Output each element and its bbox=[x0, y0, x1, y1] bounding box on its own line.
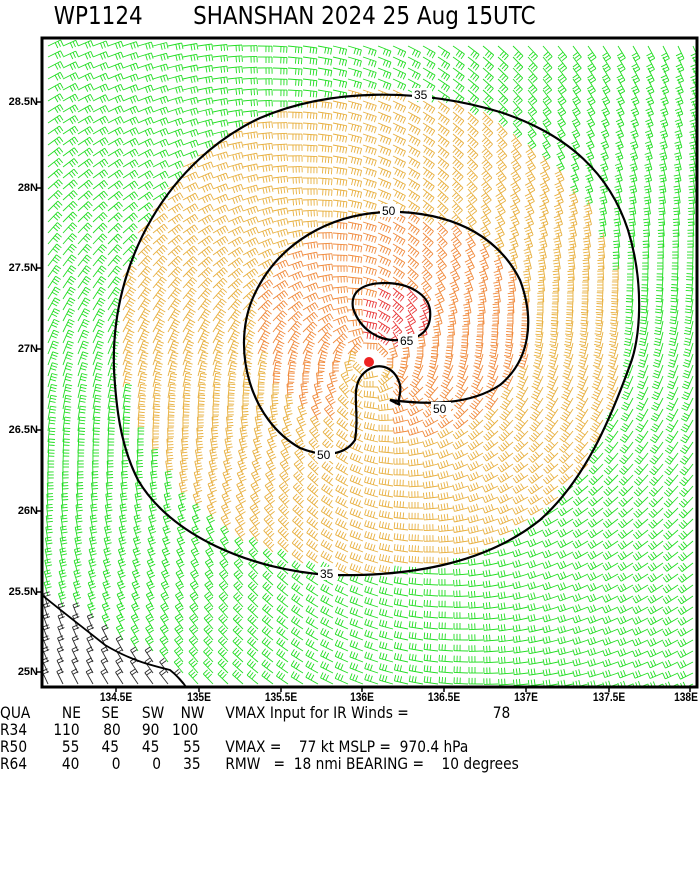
y-tick-label: 26N bbox=[0, 505, 38, 517]
y-tick-label: 28.5N bbox=[0, 96, 38, 108]
contour-50 bbox=[244, 212, 528, 454]
label-50-north: 50 bbox=[382, 204, 396, 218]
x-tick-label: 137.5E bbox=[593, 690, 625, 704]
y-tick-label: 27N bbox=[0, 343, 38, 355]
wind-field-plot: 35 35 50 50 50 65 bbox=[0, 0, 699, 700]
y-tick-label: 25N bbox=[0, 666, 38, 678]
label-35-south: 35 bbox=[320, 567, 334, 581]
y-tick-label: 25.5N bbox=[0, 586, 38, 598]
x-tick-label: 138E bbox=[674, 690, 698, 704]
contour-labels: 35 35 50 50 50 65 bbox=[315, 88, 451, 581]
stats-header-row: QUA NE SE SW NW VMAX Input for IR Winds … bbox=[0, 704, 17, 721]
x-tick-label: 136E bbox=[350, 690, 374, 704]
label-50-southwest: 50 bbox=[317, 448, 331, 462]
stats-r50-row: R50 55 45 45 55 VMAX = 77 kt MSLP = 970.… bbox=[0, 738, 17, 755]
x-tick-label: 134.5E bbox=[100, 690, 132, 704]
x-tick-label: 136.5E bbox=[428, 690, 460, 704]
storm-center-marker bbox=[364, 357, 374, 367]
y-tick-label: 27.5N bbox=[0, 262, 38, 274]
label-65: 65 bbox=[400, 334, 414, 348]
contour-65 bbox=[353, 283, 431, 340]
stats-r34-row: R34 110 80 90 100 bbox=[0, 721, 17, 738]
y-tick-label: 28N bbox=[0, 182, 38, 194]
x-tick-label: 135.5E bbox=[265, 690, 297, 704]
label-50-east: 50 bbox=[433, 402, 447, 416]
x-tick-label: 135E bbox=[187, 690, 211, 704]
y-tick-label: 26.5N bbox=[0, 424, 38, 436]
label-35-north: 35 bbox=[414, 88, 428, 102]
stats-r64-row: R64 40 0 0 35 RMW = 18 nmi BEARING = 10 … bbox=[0, 755, 17, 772]
x-tick-label: 137E bbox=[514, 690, 538, 704]
